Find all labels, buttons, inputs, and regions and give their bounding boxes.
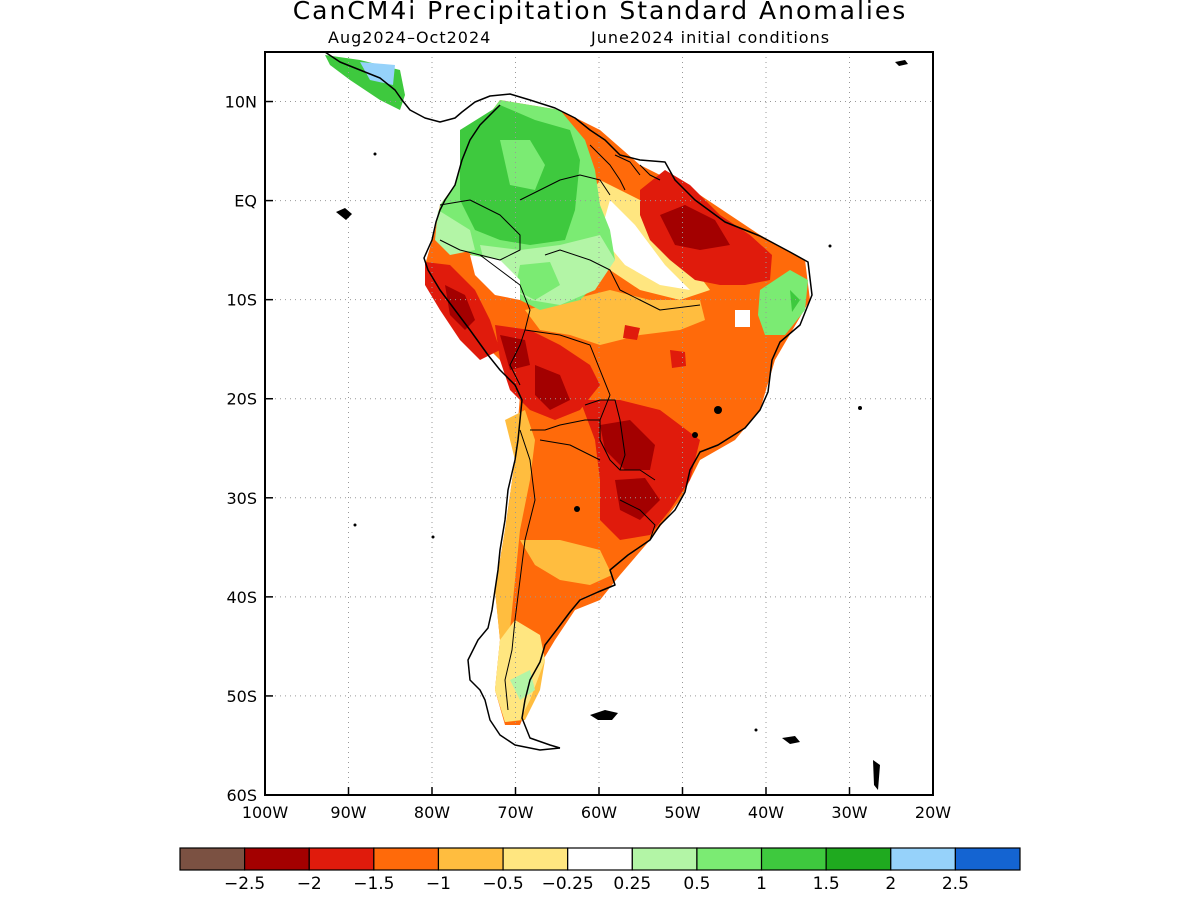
colorbar-label: 1 [756, 874, 767, 894]
map-title: CanCM4i Precipitation Standard Anomalies [292, 0, 908, 25]
lat-tick-label: 50S [226, 687, 257, 706]
colorbar-swatch [373, 847, 440, 871]
lat-tick-label: 20S [226, 390, 257, 409]
colorbar-label: 0.5 [683, 874, 710, 894]
colorbar-label: −0.25 [542, 874, 594, 894]
latitude-axis: 10N EQ 10S 20S 30S 40S 50S 60S [225, 93, 273, 805]
colorbar-swatch [825, 847, 892, 871]
lon-tick-label: 50W [664, 803, 700, 822]
initial-conditions: June2024 initial conditions [591, 28, 831, 47]
colorbar-label: −2 [297, 874, 322, 894]
lon-tick-label: 80W [414, 803, 450, 822]
colorbar-swatch [244, 847, 310, 871]
colorbar-label: −1 [426, 874, 451, 894]
colorbar-label: 2 [885, 874, 896, 894]
lon-tick-label: 20W [915, 803, 951, 822]
lon-tick-label: 40W [748, 803, 784, 822]
lat-tick-label: EQ [234, 192, 257, 211]
lat-tick-label: 30S [226, 489, 257, 508]
lat-tick-label: 10S [226, 291, 257, 310]
colorbar-swatch [437, 847, 504, 871]
colorbar-label: 2.5 [942, 874, 969, 894]
colorbar-swatch [631, 847, 698, 871]
colorbar-swatch [308, 847, 375, 871]
colorbar-swatch [954, 847, 1021, 871]
colorbar-legend: −2.5 −2 −1.5 −1 −0.5 −0.25 0.25 0.5 1 1.5 2 2.5 [179, 847, 1021, 894]
colorbar-swatch [567, 847, 633, 871]
longitude-axis: 100W 90W 80W 70W 60W 50W 40W 30W 20W [242, 787, 951, 822]
lat-tick-label: 60S [226, 786, 257, 805]
colorbar-label: −0.5 [482, 874, 523, 894]
lon-tick-label: 60W [581, 803, 617, 822]
colorbar-label: −2.5 [224, 874, 265, 894]
colorbar-swatch [502, 847, 569, 871]
anomaly-field [325, 55, 810, 725]
colorbar-swatch [179, 847, 246, 871]
colorbar-label: −1.5 [353, 874, 394, 894]
forecast-period: Aug2024–Oct2024 [328, 28, 492, 47]
colorbar-swatch [760, 847, 827, 871]
coastlines [324, 52, 813, 751]
colorbar-label: 1.5 [813, 874, 840, 894]
lon-tick-label: 90W [330, 803, 366, 822]
lat-tick-label: 40S [226, 588, 257, 607]
colorbar-label: 0.25 [613, 874, 651, 894]
lat-tick-label: 10N [225, 93, 257, 112]
colorbar-swatch [890, 847, 956, 871]
islands [336, 60, 908, 790]
lon-tick-label: 100W [242, 803, 289, 822]
lon-tick-label: 30W [831, 803, 867, 822]
colorbar-swatch [696, 847, 763, 871]
lon-tick-label: 70W [497, 803, 533, 822]
